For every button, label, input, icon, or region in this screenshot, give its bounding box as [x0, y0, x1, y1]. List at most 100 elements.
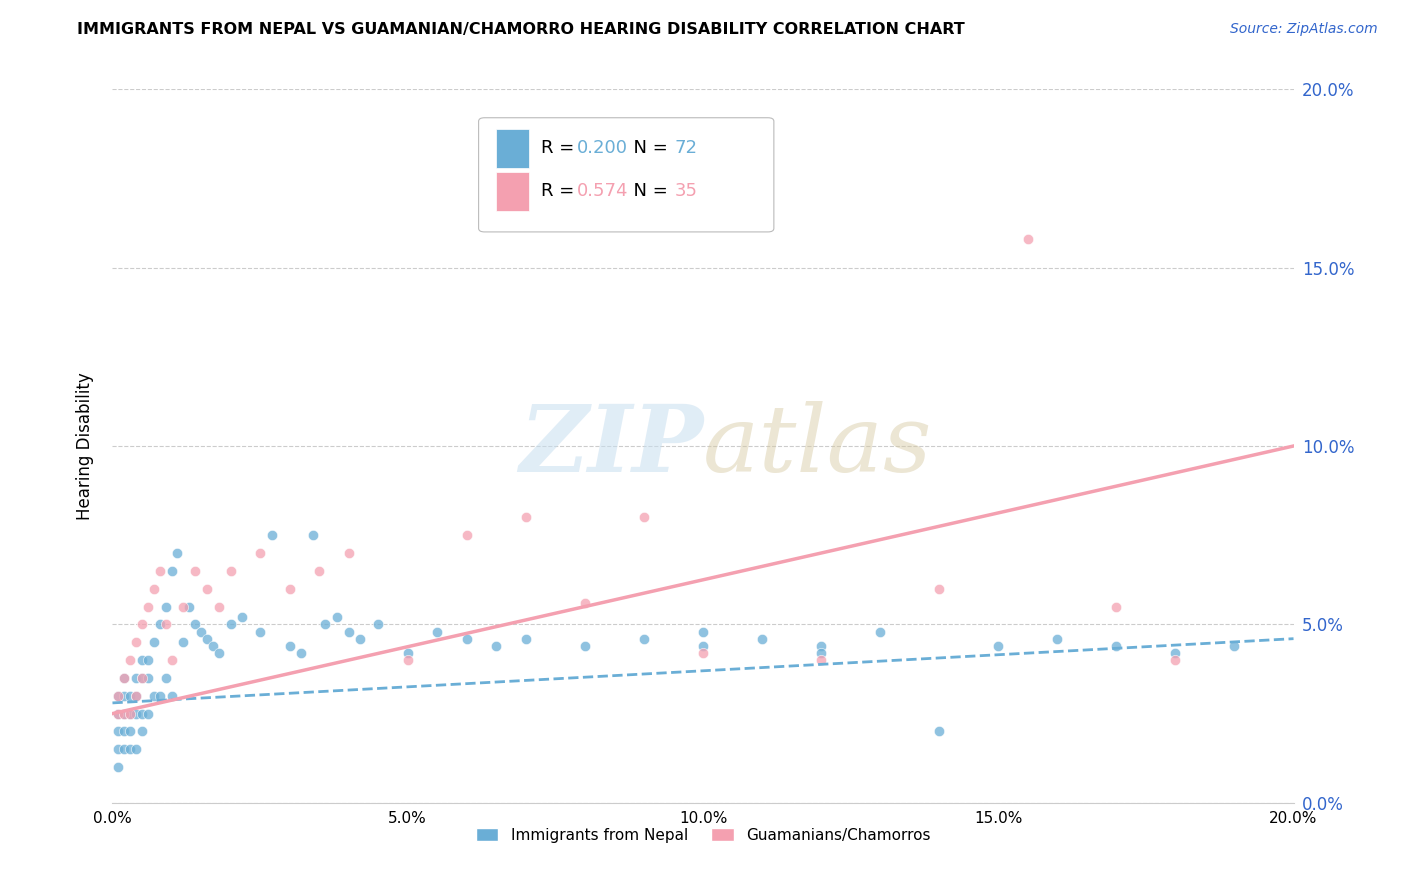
Point [112, 706, 135, 721]
Point [120, 724, 142, 739]
Point [1017, 232, 1039, 246]
Point [125, 635, 148, 649]
Point [125, 689, 148, 703]
Point [367, 617, 389, 632]
Point [149, 617, 172, 632]
Point [131, 653, 153, 667]
Point [107, 706, 129, 721]
Point [515, 632, 537, 646]
Point [692, 639, 714, 653]
Point [125, 671, 148, 685]
Point [987, 639, 1010, 653]
Point [155, 599, 177, 614]
Point [166, 546, 188, 560]
Point [190, 624, 212, 639]
Point [149, 564, 172, 578]
Point [120, 653, 142, 667]
Point [179, 599, 201, 614]
Point [155, 617, 177, 632]
Point [112, 689, 135, 703]
Point [136, 599, 159, 614]
Point [131, 706, 153, 721]
Point [142, 689, 165, 703]
Point [515, 510, 537, 524]
Point [107, 760, 129, 774]
Point [142, 582, 165, 596]
Point [1164, 653, 1187, 667]
FancyBboxPatch shape [478, 118, 773, 232]
Point [195, 632, 218, 646]
Text: Source: ZipAtlas.com: Source: ZipAtlas.com [1230, 22, 1378, 37]
Point [290, 646, 312, 660]
Text: ZIP: ZIP [519, 401, 703, 491]
Point [125, 742, 148, 756]
Text: R =: R = [541, 139, 581, 157]
Point [574, 596, 596, 610]
Point [120, 689, 142, 703]
Point [810, 639, 832, 653]
Point [136, 706, 159, 721]
Text: 72: 72 [675, 139, 697, 157]
Point [107, 706, 129, 721]
Point [112, 671, 135, 685]
Point [136, 671, 159, 685]
Point [142, 635, 165, 649]
Point [751, 632, 773, 646]
Point [107, 742, 129, 756]
Point [201, 639, 224, 653]
Point [208, 646, 231, 660]
Point [184, 564, 207, 578]
Point [456, 528, 478, 542]
Point [219, 564, 242, 578]
Point [131, 671, 153, 685]
Legend: Immigrants from Nepal, Guamanians/Chamorros: Immigrants from Nepal, Guamanians/Chamor… [470, 822, 936, 848]
Point [120, 706, 142, 721]
Point [219, 617, 242, 632]
Point [278, 639, 301, 653]
Point [692, 624, 714, 639]
Point [396, 653, 419, 667]
Point [260, 528, 283, 542]
Point [810, 653, 832, 667]
Point [308, 564, 330, 578]
Point [633, 510, 655, 524]
Point [426, 624, 449, 639]
Point [928, 724, 950, 739]
Point [120, 742, 142, 756]
Point [136, 653, 159, 667]
Point [172, 635, 194, 649]
Text: 0.200: 0.200 [576, 139, 627, 157]
Point [107, 689, 129, 703]
Point [1164, 646, 1187, 660]
Point [160, 689, 183, 703]
Point [249, 546, 271, 560]
Text: IMMIGRANTS FROM NEPAL VS GUAMANIAN/CHAMORRO HEARING DISABILITY CORRELATION CHART: IMMIGRANTS FROM NEPAL VS GUAMANIAN/CHAMO… [77, 22, 965, 37]
Point [160, 564, 183, 578]
Point [107, 724, 129, 739]
Point [112, 671, 135, 685]
Point [314, 617, 336, 632]
Point [485, 639, 508, 653]
Text: 0.574: 0.574 [576, 182, 628, 200]
Point [125, 689, 148, 703]
FancyBboxPatch shape [496, 171, 530, 211]
Point [928, 582, 950, 596]
Point [208, 599, 231, 614]
Text: N =: N = [621, 139, 673, 157]
Point [120, 706, 142, 721]
Point [249, 624, 271, 639]
Point [195, 582, 218, 596]
Point [112, 742, 135, 756]
Point [112, 724, 135, 739]
Point [692, 646, 714, 660]
Point [107, 689, 129, 703]
Point [349, 632, 371, 646]
Point [125, 706, 148, 721]
Text: atlas: atlas [703, 401, 932, 491]
Text: N =: N = [621, 182, 673, 200]
Point [396, 646, 419, 660]
Point [633, 632, 655, 646]
Text: R =: R = [541, 182, 581, 200]
Point [337, 546, 360, 560]
Point [172, 599, 194, 614]
